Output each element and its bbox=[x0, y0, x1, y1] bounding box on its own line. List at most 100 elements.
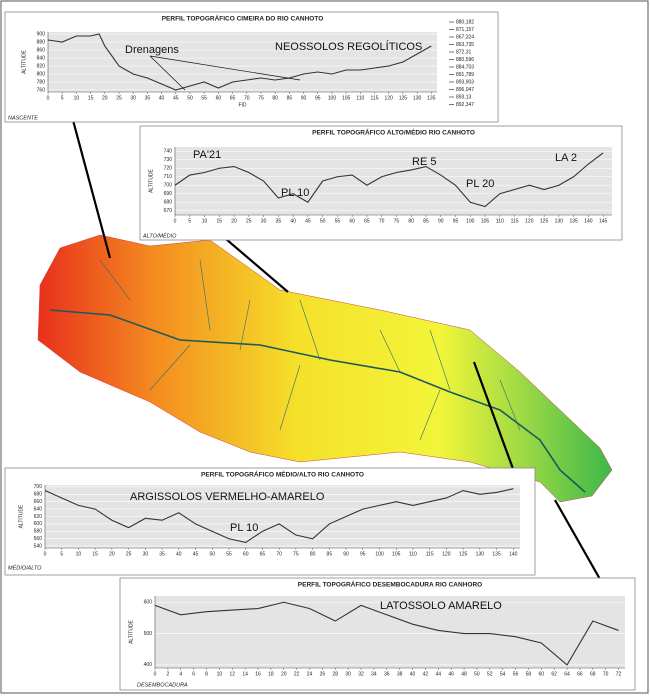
legend-label: 893,13 bbox=[456, 94, 472, 100]
plot-area bbox=[175, 147, 612, 215]
x-tick-label: 66 bbox=[577, 671, 583, 677]
x-tick-label: 70 bbox=[244, 95, 250, 101]
x-tick-label: 34 bbox=[371, 671, 377, 677]
profile-chart: PERFIL TOPOGRÁFICO CIMEIRA DO RIO CANHOT… bbox=[5, 12, 498, 122]
x-tick-label: 75 bbox=[293, 551, 299, 557]
x-tick-label: 50 bbox=[320, 218, 326, 224]
legend-label: 891,789 bbox=[456, 72, 474, 78]
y-tick-label: 900 bbox=[37, 31, 46, 37]
annotation: RE 5 bbox=[412, 156, 436, 168]
x-tick-label: 15 bbox=[92, 551, 98, 557]
x-tick-label: 30 bbox=[130, 95, 136, 101]
x-tick-label: 105 bbox=[342, 95, 351, 101]
y-tick-label: 620 bbox=[34, 514, 43, 520]
x-tick-label: 75 bbox=[258, 95, 264, 101]
x-tick-label: 48 bbox=[461, 671, 467, 677]
y-tick-label: 580 bbox=[34, 529, 43, 535]
y-tick-label: 820 bbox=[37, 63, 46, 69]
x-tick-label: 30 bbox=[261, 218, 267, 224]
x-tick-label: 55 bbox=[226, 551, 232, 557]
y-tick-label: 600 bbox=[144, 600, 153, 606]
profile-chart: PERFIL TOPOGRÁFICO ALTO/MÉDIO RIO CANHOT… bbox=[140, 126, 622, 240]
x-tick-label: 90 bbox=[343, 551, 349, 557]
x-tick-label: 26 bbox=[320, 671, 326, 677]
x-tick-label: 110 bbox=[409, 551, 417, 557]
x-tick-label: 125 bbox=[540, 218, 549, 224]
x-tick-label: 54 bbox=[500, 671, 506, 677]
x-tick-label: 70 bbox=[603, 671, 609, 677]
x-tick-label: 45 bbox=[193, 551, 199, 557]
x-tick-label: 115 bbox=[371, 95, 379, 101]
x-tick-label: 4 bbox=[179, 671, 182, 677]
x-tick-label: 10 bbox=[76, 551, 82, 557]
y-tick-label: 600 bbox=[34, 521, 43, 527]
x-tick-label: 5 bbox=[188, 218, 191, 224]
x-tick-label: 130 bbox=[413, 95, 422, 101]
x-tick-label: 25 bbox=[116, 95, 122, 101]
x-tick-label: 55 bbox=[201, 95, 207, 101]
x-tick-label: 100 bbox=[328, 95, 337, 101]
x-tick-label: 8 bbox=[205, 671, 208, 677]
x-tick-label: 60 bbox=[539, 671, 545, 677]
x-tick-label: 40 bbox=[290, 218, 296, 224]
x-tick-label: 105 bbox=[481, 218, 490, 224]
chart-title: PERFIL TOPOGRÁFICO MÉDIO/ALTO RIO CANHOT… bbox=[201, 470, 364, 479]
legend-label: 896,047 bbox=[456, 87, 474, 93]
x-tick-label: 85 bbox=[327, 551, 333, 557]
x-tick-label: 72 bbox=[616, 671, 622, 677]
y-tick-label: 400 bbox=[144, 662, 153, 668]
corner-label: ALTO/MÉDIO bbox=[142, 232, 177, 239]
x-tick-label: 0 bbox=[44, 551, 47, 557]
legend-label: 863,735 bbox=[456, 42, 474, 48]
annotation: Drenagens bbox=[125, 44, 179, 56]
x-tick-label: 64 bbox=[564, 671, 570, 677]
x-tick-label: 120 bbox=[525, 218, 534, 224]
x-tick-label: 35 bbox=[276, 218, 282, 224]
x-tick-label: 6 bbox=[192, 671, 195, 677]
x-tick-label: 10 bbox=[217, 671, 223, 677]
y-tick-label: 540 bbox=[34, 543, 43, 549]
x-tick-label: 50 bbox=[209, 551, 215, 557]
x-tick-label: 12 bbox=[229, 671, 235, 677]
x-tick-label: 40 bbox=[410, 671, 416, 677]
y-tick-label: 730 bbox=[164, 157, 173, 163]
legend-label: 867,324 bbox=[456, 34, 474, 40]
x-tick-label: 30 bbox=[143, 551, 149, 557]
annotation: PL 20 bbox=[466, 178, 494, 190]
x-tick-label: 44 bbox=[436, 671, 442, 677]
x-tick-label: 145 bbox=[599, 218, 608, 224]
x-tick-label: 36 bbox=[384, 671, 390, 677]
x-tick-label: 2 bbox=[166, 671, 169, 677]
x-tick-label: 62 bbox=[551, 671, 557, 677]
y-tick-label: 880 bbox=[37, 39, 46, 45]
x-tick-label: 24 bbox=[307, 671, 313, 677]
x-tick-label: 20 bbox=[102, 95, 108, 101]
x-tick-label: 50 bbox=[187, 95, 193, 101]
x-tick-label: 65 bbox=[260, 551, 266, 557]
x-tick-label: 20 bbox=[109, 551, 115, 557]
y-tick-label: 760 bbox=[37, 87, 46, 93]
y-tick-label: 680 bbox=[164, 200, 173, 206]
y-tick-label: 560 bbox=[34, 536, 43, 542]
x-tick-label: 58 bbox=[526, 671, 532, 677]
y-axis-label: ALTITUDE bbox=[18, 504, 24, 528]
x-tick-label: 110 bbox=[496, 218, 504, 224]
x-tick-label: 14 bbox=[242, 671, 248, 677]
y-tick-label: 640 bbox=[34, 506, 43, 512]
x-tick-label: 125 bbox=[459, 551, 468, 557]
x-tick-label: 32 bbox=[358, 671, 364, 677]
legend-label: 884,703 bbox=[456, 64, 474, 70]
x-tick-label: 0 bbox=[174, 218, 177, 224]
x-tick-label: 85 bbox=[423, 218, 429, 224]
x-tick-label: 130 bbox=[476, 551, 485, 557]
x-tick-label: 135 bbox=[427, 95, 436, 101]
legend-label: 892,347 bbox=[456, 102, 474, 108]
chart-title: PERFIL TOPOGRÁFICO DESEMBOCADURA RIO CAN… bbox=[298, 580, 482, 589]
x-tick-label: 42 bbox=[423, 671, 429, 677]
x-tick-label: 35 bbox=[159, 551, 165, 557]
x-tick-label: 100 bbox=[466, 218, 475, 224]
x-tick-label: 100 bbox=[375, 551, 384, 557]
x-tick-label: 135 bbox=[492, 551, 501, 557]
y-tick-label: 690 bbox=[164, 191, 173, 197]
x-tick-label: 90 bbox=[301, 95, 307, 101]
